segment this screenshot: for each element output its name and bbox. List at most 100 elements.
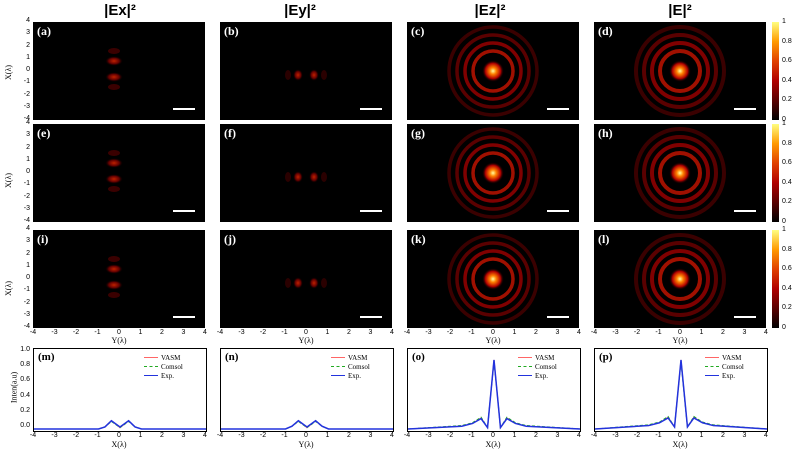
colorbar-tick-label: 1 [782, 18, 786, 25]
colorbar-tick-label: 0.2 [782, 96, 792, 104]
y-tick-label: -3 [23, 310, 30, 318]
scale-bar [360, 210, 382, 212]
legend-entry: Comsol [331, 362, 370, 371]
line-plot: (n) VASM Comsol Exp. [220, 348, 394, 432]
diffraction-ring [455, 135, 531, 211]
legend-swatch [705, 366, 719, 367]
field-lobe [108, 292, 120, 298]
intensity-pattern [285, 69, 327, 81]
diffraction-ring [658, 257, 702, 301]
field-lobe [321, 70, 327, 80]
field-lobe [105, 280, 123, 290]
x-tick-label: -3 [238, 329, 245, 336]
row1-ylabel: X(λ) [3, 65, 13, 80]
field-lobe [108, 186, 120, 192]
diffraction-ring [447, 233, 539, 325]
series-line-exp [34, 419, 206, 430]
diffraction-ring [642, 241, 718, 317]
field-panel-ex: (e) [33, 124, 205, 222]
scale-bar [173, 108, 195, 110]
legend-label: VASM [535, 353, 555, 362]
panel-label: (h) [598, 126, 613, 140]
panel-label: (f) [224, 126, 236, 140]
x-tick-label: -2 [633, 329, 641, 336]
field-lobe [105, 174, 123, 184]
x-tick-label: 4 [203, 432, 207, 439]
legend-entry: Exp. [144, 371, 183, 380]
legend: VASM Comsol Exp. [518, 353, 557, 380]
line-y-axis-label: Inten(a.u) [9, 371, 19, 404]
intensity-pattern [634, 25, 726, 117]
x-tick-label: 1 [138, 432, 143, 439]
x-tick-label: 0 [678, 432, 682, 439]
panel-label: (a) [37, 24, 51, 38]
y-tick-label: 0.6 [20, 376, 30, 384]
field-panel-e: (h) [594, 124, 766, 222]
x-tick-label: 0 [491, 432, 495, 439]
panel-label: (g) [411, 126, 425, 140]
field-lobe [105, 72, 123, 82]
line-x-axis-label: X(λ) [672, 440, 688, 449]
x-tick-label: 3 [368, 329, 373, 336]
field-panel-e: (d) [594, 22, 766, 120]
x-tick-label: 3 [742, 432, 747, 439]
x-tick-label: -1 [655, 432, 662, 439]
diffraction-ring [634, 25, 726, 117]
x-tick-label: -4 [216, 432, 224, 439]
colorbar-tick-label: 1 [782, 226, 786, 233]
legend-label: Exp. [348, 371, 362, 380]
y-tick-label: 1 [26, 155, 30, 163]
legend-entry: Exp. [518, 371, 557, 380]
y-tick-label: -4 [23, 323, 30, 330]
panel-label: (e) [37, 126, 51, 140]
colorbar-tick-label: 0.6 [782, 57, 792, 65]
diffraction-ring [642, 33, 718, 109]
y-tick-label: 4 [26, 225, 30, 232]
y-tick-label: 0.8 [20, 361, 30, 369]
line-plot: (m) VASM Comsol Exp. [33, 348, 207, 432]
y-tick-label: -1 [23, 78, 30, 86]
legend: VASM Comsol Exp. [144, 353, 183, 380]
diffraction-ring [658, 49, 702, 93]
x-tick-label: 3 [555, 432, 560, 439]
x-tick-label: 0 [678, 329, 682, 336]
colorbar-tick-label: 0 [782, 324, 786, 331]
diffraction-ring [463, 249, 523, 309]
x-tick-label: -3 [425, 432, 432, 439]
colorbar-tick-label: 0.6 [782, 159, 792, 167]
scale-bar [547, 316, 569, 318]
x-tick-label: -1 [94, 432, 101, 439]
line-plot-svg [407, 359, 581, 430]
y-tick-label: 2 [26, 41, 30, 49]
legend-label: Exp. [161, 371, 175, 380]
x-tick-label: -2 [259, 432, 267, 439]
y-tick-label: 1.0 [20, 346, 30, 353]
legend-swatch [705, 357, 719, 358]
legend: VASM Comsol Exp. [331, 353, 370, 380]
series-line-comsol [34, 420, 206, 430]
scale-bar [360, 316, 382, 318]
column-title-e: |E|² [668, 2, 692, 19]
x-tick-label: -4 [29, 432, 37, 439]
panel-label: (k) [411, 232, 426, 246]
y-tick-label: 3 [26, 237, 30, 245]
diffraction-ring [471, 49, 515, 93]
field-panel-ez: (g) [407, 124, 579, 222]
field-panel-e: (l) [594, 230, 766, 328]
scale-bar [547, 210, 569, 212]
legend-entry: VASM [144, 353, 183, 362]
x-tick-label: -3 [238, 432, 245, 439]
intensity-pattern [285, 277, 327, 289]
x-tick-label: 1 [325, 329, 330, 336]
diffraction-ring [650, 249, 710, 309]
central-spot [482, 162, 504, 184]
y-tick-label: 4 [26, 119, 30, 126]
x-tick-label: 1 [325, 432, 330, 439]
panel-label: (j) [224, 232, 236, 246]
x-tick-label: 4 [577, 432, 581, 439]
x-tick-label: 2 [160, 329, 164, 336]
colorbar-tick-label: 0.8 [782, 245, 792, 253]
legend-swatch [144, 357, 158, 358]
x-tick-label: 4 [764, 329, 768, 336]
x-tick-label: -4 [403, 329, 411, 336]
